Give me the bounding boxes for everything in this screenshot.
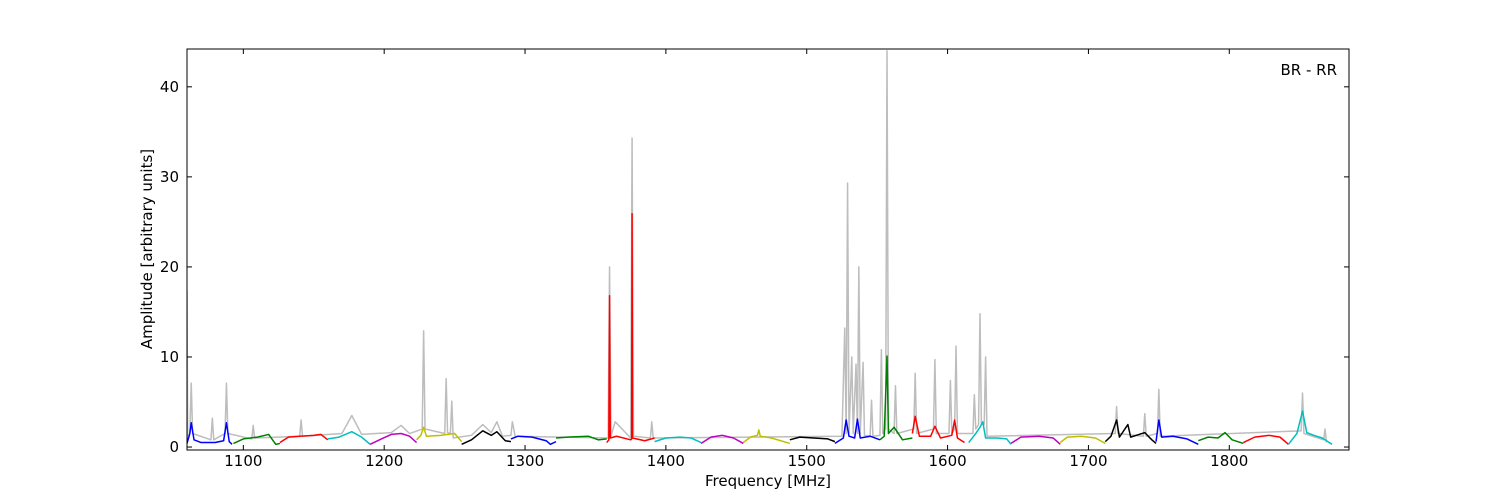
series-line [606,213,655,443]
series-line [968,421,1012,445]
x-tick-label: 1300 [506,452,544,470]
series-line [327,430,371,445]
series-line [1010,435,1061,445]
series-line [1287,410,1333,445]
y-axis-label: Amplitude [arbitrary units] [138,149,156,349]
series-line [187,421,233,445]
annotation: BR - RR [1280,61,1337,79]
series-line [1059,435,1106,445]
series-line [1155,419,1199,446]
x-tick-label: 1100 [224,452,262,470]
y-tick-label: 30 [160,168,179,186]
series-line [654,436,702,444]
y-tick-label: 0 [169,438,179,456]
series-line [510,435,557,446]
axes-frame [186,48,1350,451]
series-line [789,436,836,443]
series-line [369,432,418,446]
x-tick-label: 1400 [647,452,685,470]
series-line [461,430,512,446]
series-line [1243,434,1289,445]
x-tick-label: 1500 [788,452,826,470]
series-line [187,50,1328,443]
x-tick-label: 1800 [1210,452,1248,470]
series-line [834,418,881,445]
x-tick-label: 1700 [1069,452,1107,470]
y-tick-label: 40 [160,78,179,96]
series-line [700,434,744,445]
series-line [742,429,791,445]
x-tick-label: 1600 [928,452,966,470]
series-line [416,426,463,443]
series-line [233,433,281,446]
series-line [1104,419,1157,445]
series-line [279,433,329,444]
series-line [911,415,965,444]
series-line [555,435,607,441]
series-line [1198,431,1244,445]
y-tick-label: 20 [160,258,179,276]
series-line [879,355,913,441]
plot-area [187,50,1333,446]
y-tick-label: 10 [160,348,179,366]
x-tick-label: 1200 [365,452,403,470]
x-axis-label: Frequency [MHz] [705,472,831,490]
